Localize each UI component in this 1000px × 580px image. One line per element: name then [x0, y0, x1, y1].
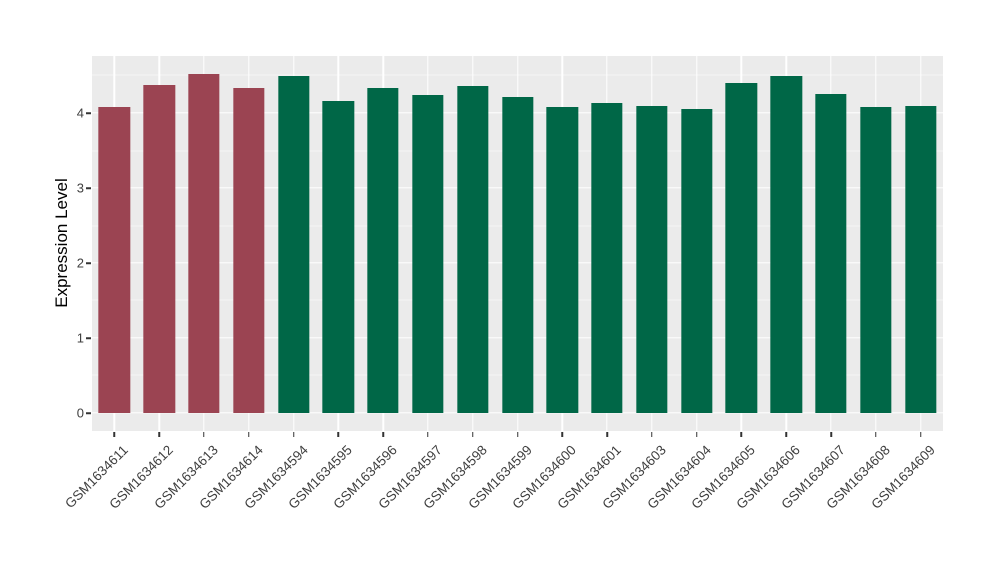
- y-tick-mark: [86, 112, 91, 114]
- bar-GSM1634594: [277, 76, 310, 413]
- y-tick-label: 2: [76, 255, 84, 271]
- x-tick-mark: [382, 432, 384, 437]
- bar-GSM1634611: [98, 107, 131, 413]
- bar-GSM1634605: [725, 83, 758, 413]
- bar-GSM1634612: [143, 85, 175, 413]
- bar-GSM1634596: [367, 87, 399, 413]
- bar-GSM1634597: [412, 95, 444, 413]
- x-tick-mark: [337, 432, 340, 437]
- x-tick-mark: [785, 432, 787, 437]
- x-tick-mark: [651, 432, 653, 437]
- x-tick-mark: [203, 432, 205, 437]
- y-tick-label: 1: [76, 330, 84, 346]
- x-tick-mark: [516, 432, 519, 437]
- bar-GSM1634614: [233, 87, 265, 413]
- bar-GSM1634603: [636, 106, 668, 413]
- x-tick-mark: [113, 432, 116, 437]
- bar-GSM1634595: [322, 101, 354, 413]
- bar-GSM1634604: [680, 109, 713, 413]
- bar-GSM1634598: [457, 86, 489, 413]
- x-tick-mark: [471, 432, 474, 437]
- bar-GSM1634607: [815, 94, 847, 413]
- plot-panel: [92, 56, 943, 431]
- y-axis-title: Expression Level: [52, 178, 71, 308]
- x-tick-mark: [695, 432, 698, 437]
- bar-GSM1634613: [188, 74, 220, 413]
- y-tick-mark: [86, 262, 91, 264]
- y-tick-mark: [86, 337, 91, 339]
- y-tick-mark: [86, 412, 91, 414]
- x-tick-mark: [292, 432, 295, 437]
- x-tick-mark: [427, 432, 429, 437]
- x-tick-mark: [561, 432, 564, 437]
- x-tick-mark: [740, 432, 743, 437]
- bar-GSM1634609: [904, 105, 937, 413]
- bar-GSM1634608: [860, 107, 892, 413]
- x-tick-mark: [919, 432, 922, 437]
- x-tick-mark: [606, 432, 608, 437]
- bar-GSM1634600: [546, 107, 578, 413]
- x-tick-mark: [158, 432, 160, 437]
- x-tick-mark: [248, 432, 250, 437]
- y-tick-label: 0: [76, 405, 84, 421]
- y-tick-label: 4: [76, 105, 84, 121]
- bar-GSM1634599: [501, 96, 534, 413]
- bar-GSM1634606: [770, 75, 802, 413]
- bar-GSM1634601: [591, 102, 623, 413]
- x-tick-mark: [830, 432, 832, 437]
- y-tick-mark: [86, 187, 91, 189]
- y-tick-label: 3: [76, 180, 84, 196]
- x-tick-mark: [875, 432, 877, 437]
